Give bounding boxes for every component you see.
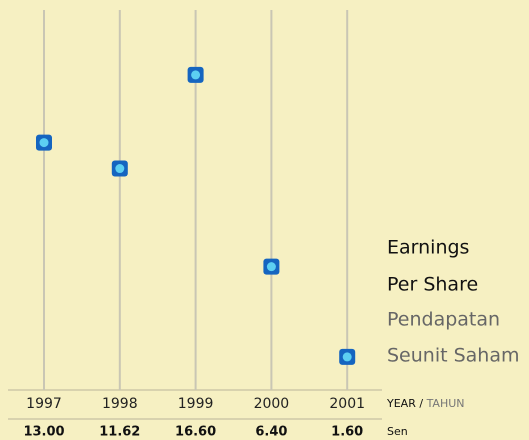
axis-label: YEAR / TAHUN <box>386 397 465 410</box>
title-line: Per Share <box>387 274 478 296</box>
value-label: 1.60 <box>331 425 363 440</box>
dot-core <box>191 70 201 80</box>
dot-core <box>39 138 49 148</box>
x-tick-label: 2000 <box>254 396 290 412</box>
title-line: Earnings <box>387 237 469 259</box>
subtitle-line: Pendapatan <box>387 309 500 331</box>
value-label: 16.60 <box>175 425 216 440</box>
x-tick-label: 1997 <box>26 396 62 412</box>
x-tick-label: 1999 <box>178 396 214 412</box>
subtitle-line: Seunit Saham <box>387 345 520 367</box>
axis-label-main: YEAR <box>386 397 416 410</box>
dot-core <box>115 164 125 174</box>
axis-label-alt: TAHUN <box>426 397 465 410</box>
x-tick-label: 1998 <box>102 396 138 412</box>
dot <box>111 160 128 177</box>
axis-label-separator: / <box>419 397 423 410</box>
dot <box>339 348 356 365</box>
x-tick-label: 2001 <box>329 396 365 412</box>
dot-core <box>342 352 352 362</box>
dot <box>36 134 52 151</box>
unit-label: Sen <box>387 425 408 438</box>
dot-core <box>266 262 276 272</box>
dot <box>187 66 204 83</box>
value-label: 13.00 <box>23 425 64 440</box>
dot <box>263 258 280 275</box>
value-label: 11.62 <box>99 425 140 440</box>
value-label: 6.40 <box>255 425 287 440</box>
